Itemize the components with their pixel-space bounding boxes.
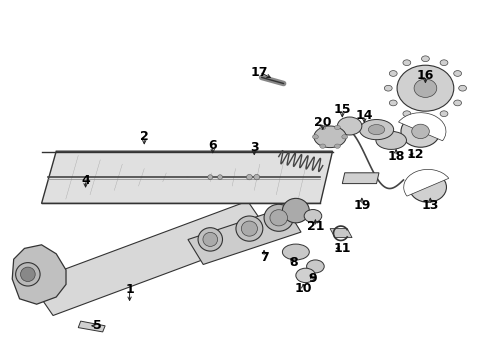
Ellipse shape bbox=[388, 71, 396, 76]
Ellipse shape bbox=[388, 100, 396, 106]
Text: 17: 17 bbox=[250, 66, 267, 78]
Text: 6: 6 bbox=[208, 139, 217, 152]
Text: 13: 13 bbox=[421, 199, 438, 212]
Polygon shape bbox=[329, 229, 351, 238]
Polygon shape bbox=[12, 245, 66, 304]
Text: 5: 5 bbox=[93, 319, 102, 332]
Ellipse shape bbox=[384, 85, 391, 91]
Polygon shape bbox=[30, 201, 270, 315]
Ellipse shape bbox=[411, 124, 428, 139]
Ellipse shape bbox=[408, 172, 446, 202]
Ellipse shape bbox=[313, 126, 346, 148]
Ellipse shape bbox=[359, 120, 393, 140]
Ellipse shape bbox=[402, 111, 410, 117]
Ellipse shape bbox=[282, 198, 308, 223]
Ellipse shape bbox=[304, 210, 321, 222]
Ellipse shape bbox=[269, 210, 287, 226]
Ellipse shape bbox=[334, 125, 340, 130]
Ellipse shape bbox=[439, 60, 447, 66]
Ellipse shape bbox=[400, 116, 439, 147]
Text: 1: 1 bbox=[125, 283, 134, 296]
Ellipse shape bbox=[319, 125, 325, 130]
Ellipse shape bbox=[16, 263, 40, 286]
Ellipse shape bbox=[413, 79, 436, 98]
Ellipse shape bbox=[282, 244, 308, 260]
Wedge shape bbox=[398, 113, 445, 141]
Ellipse shape bbox=[439, 111, 447, 117]
Text: 10: 10 bbox=[294, 282, 311, 294]
Ellipse shape bbox=[203, 233, 217, 246]
Text: 7: 7 bbox=[259, 251, 268, 264]
Text: 19: 19 bbox=[352, 199, 370, 212]
Wedge shape bbox=[403, 170, 448, 196]
Ellipse shape bbox=[319, 144, 325, 148]
Polygon shape bbox=[78, 321, 105, 332]
Ellipse shape bbox=[207, 175, 212, 180]
Polygon shape bbox=[41, 151, 332, 203]
Ellipse shape bbox=[367, 125, 384, 135]
Ellipse shape bbox=[246, 175, 252, 180]
Text: 16: 16 bbox=[416, 69, 433, 82]
Ellipse shape bbox=[402, 60, 410, 66]
Text: 2: 2 bbox=[140, 130, 148, 143]
Text: 14: 14 bbox=[355, 109, 372, 122]
Text: 9: 9 bbox=[308, 273, 317, 285]
Polygon shape bbox=[187, 207, 301, 265]
Ellipse shape bbox=[217, 175, 222, 180]
Text: 11: 11 bbox=[333, 242, 350, 255]
Text: 20: 20 bbox=[313, 116, 331, 129]
Ellipse shape bbox=[334, 144, 340, 148]
Ellipse shape bbox=[341, 135, 347, 139]
Ellipse shape bbox=[241, 221, 257, 236]
Polygon shape bbox=[342, 173, 378, 184]
Ellipse shape bbox=[396, 65, 453, 111]
Ellipse shape bbox=[264, 204, 293, 231]
Ellipse shape bbox=[198, 228, 222, 251]
Ellipse shape bbox=[312, 135, 318, 139]
Ellipse shape bbox=[337, 117, 361, 135]
Ellipse shape bbox=[375, 131, 406, 149]
Text: 8: 8 bbox=[288, 256, 297, 269]
Ellipse shape bbox=[458, 85, 466, 91]
Text: 21: 21 bbox=[306, 220, 324, 233]
Ellipse shape bbox=[421, 115, 428, 121]
Ellipse shape bbox=[253, 175, 259, 180]
Text: 4: 4 bbox=[81, 174, 90, 186]
Ellipse shape bbox=[421, 56, 428, 62]
Ellipse shape bbox=[20, 267, 35, 282]
Ellipse shape bbox=[236, 216, 263, 241]
Text: 15: 15 bbox=[333, 103, 350, 116]
Text: 12: 12 bbox=[406, 148, 424, 161]
Text: 3: 3 bbox=[249, 141, 258, 154]
Ellipse shape bbox=[295, 268, 315, 283]
Ellipse shape bbox=[453, 71, 461, 76]
Ellipse shape bbox=[453, 100, 461, 106]
Text: 18: 18 bbox=[386, 150, 404, 163]
Ellipse shape bbox=[306, 260, 324, 273]
